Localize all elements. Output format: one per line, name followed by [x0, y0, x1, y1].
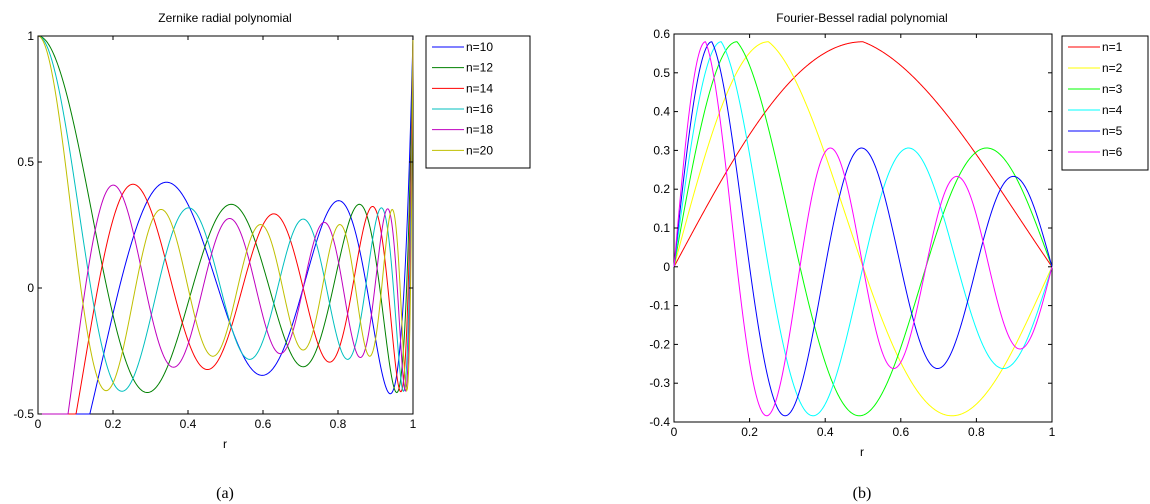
y-tick-label: 0.5 — [17, 155, 34, 169]
chart-a-caption: (a) — [216, 485, 234, 502]
legend-box — [1061, 35, 1149, 171]
x-tick-label: 1 — [1049, 425, 1056, 439]
y-tick-label: 0 — [663, 260, 670, 274]
series-line-n-18 — [38, 35, 414, 415]
chart-b-title: Fourier-Bessel radial polynomial — [776, 11, 947, 25]
chart-a-x-label: r — [223, 437, 227, 451]
chart-a-title: Zernike radial polynomial — [158, 11, 291, 25]
y-tick-label: 1 — [27, 29, 34, 43]
series-line-n-3 — [673, 41, 1053, 417]
legend-label: n=4 — [1102, 103, 1123, 117]
legend-label: n=2 — [1102, 61, 1123, 75]
y-tick-label: -0.3 — [649, 376, 670, 390]
x-tick-label: 0.4 — [817, 425, 834, 439]
legend-label: n=10 — [466, 40, 493, 54]
chart-a-lines — [37, 35, 414, 415]
series-line-n-6 — [673, 41, 1053, 417]
y-tick-label: -0.4 — [649, 415, 670, 429]
legend-label: n=20 — [466, 143, 493, 157]
y-tick-label: 0.2 — [653, 182, 670, 196]
y-tick-label: 0.4 — [653, 105, 670, 119]
y-tick-label: 0.3 — [653, 143, 670, 157]
legend-box — [425, 35, 531, 169]
x-tick-label: 0.4 — [180, 417, 197, 431]
x-tick-label: 0.8 — [968, 425, 985, 439]
series-line-n-12 — [37, 35, 414, 394]
series-line-n-16 — [37, 35, 414, 392]
legend-label: n=3 — [1102, 82, 1123, 96]
chart-b-lines — [673, 41, 1053, 417]
series-line-n-14 — [38, 35, 414, 415]
y-tick-label: 0.1 — [653, 221, 670, 235]
y-tick-label: 0.5 — [653, 66, 670, 80]
chart-b-x-label: r — [860, 445, 864, 459]
series-line-n-5 — [673, 41, 1053, 417]
chart-a-legend: n=10 n=12 n=14 n=16 n=18 n=20 — [425, 35, 531, 169]
y-tick-label: -0.2 — [649, 337, 670, 351]
x-tick-label: 0 — [671, 425, 678, 439]
legend-label: n=14 — [466, 81, 493, 95]
series-line-n-1 — [673, 41, 1053, 268]
panel-a: Zernike radial polynomial -0.500.51 0 0.2… — [13, 11, 531, 502]
legend-label: n=12 — [466, 61, 493, 75]
legend-label: n=5 — [1102, 124, 1123, 138]
chart-b-y-ticks: -0.4 -0.3 -0.2 -0.1 0 0.1 0.2 0.3 0.4 0.5 0.6 — [649, 27, 1052, 429]
legend-label: n=6 — [1102, 145, 1123, 159]
panel-b: Fourier-Bessel radial polynomial -0.4-0.… — [649, 11, 1149, 502]
chart-b-legend: n=1 n=2 n=3 n=4 n=5 n=6 — [1061, 35, 1149, 171]
y-tick-label: -0.5 — [13, 407, 34, 421]
x-tick-label: 0.6 — [892, 425, 909, 439]
x-tick-label: 0 — [35, 417, 42, 431]
legend-label: n=18 — [466, 123, 493, 137]
x-tick-label: 1 — [410, 417, 417, 431]
x-tick-label: 0.2 — [105, 417, 122, 431]
y-tick-label: 0 — [27, 281, 34, 295]
series-line-n-20 — [37, 35, 414, 393]
legend-label: n=1 — [1102, 40, 1123, 54]
y-tick-label: 0.6 — [653, 27, 670, 41]
chart-b-plot-area — [673, 33, 1053, 423]
x-tick-label: 0.2 — [741, 425, 758, 439]
y-tick-label: -0.1 — [649, 299, 670, 313]
x-tick-label: 0.8 — [330, 417, 347, 431]
chart-a-y-ticks: -0.5 0 0.5 1 — [13, 29, 413, 421]
chart-b-x-ticks: 0 0.2 0.4 0.6 0.8 1 — [671, 34, 1056, 439]
legend-label: n=16 — [466, 102, 493, 116]
chart-a-plot-area — [37, 35, 414, 415]
chart-b-caption: (b) — [853, 485, 872, 502]
x-tick-label: 0.6 — [255, 417, 272, 431]
chart-a-x-ticks: 0 0.2 0.4 0.6 0.8 1 — [35, 36, 417, 431]
